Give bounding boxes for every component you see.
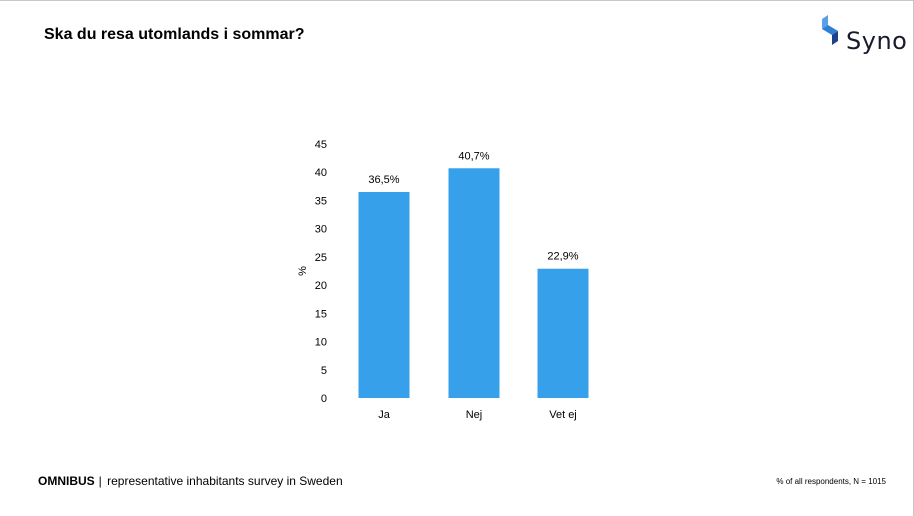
footer-brand: OMNIBUS — [38, 474, 95, 488]
bar — [358, 191, 410, 398]
data-label: 36,5% — [368, 174, 399, 186]
syno-logo: Syno — [818, 15, 907, 57]
y-tick-label: 25 — [315, 252, 327, 264]
y-tick-label: 5 — [321, 365, 327, 377]
y-tick-label: 30 — [315, 224, 327, 236]
footer-description: OMNIBUS | representative inhabitants surv… — [38, 474, 343, 488]
footer-note: % of all respondents, N = 1015 — [776, 477, 886, 486]
footer-separator: | — [98, 474, 102, 488]
logo-text: Syno — [846, 27, 908, 55]
y-tick-label: 0 — [321, 393, 327, 405]
y-tick-label: 15 — [315, 308, 327, 320]
data-label: 22,9% — [547, 251, 578, 263]
bar — [537, 268, 589, 398]
bar — [448, 168, 500, 398]
syno-cube-icon — [822, 15, 838, 45]
y-tick-label: 20 — [315, 280, 327, 292]
chart-title: Ska du resa utomlands i sommar? — [44, 26, 305, 43]
y-tick-label: 45 — [315, 139, 327, 151]
data-label: 40,7% — [458, 150, 489, 162]
x-tick-label: Vet ej — [549, 409, 577, 421]
footer-text: representative inhabitants survey in Swe… — [107, 474, 343, 488]
y-tick-label: 40 — [315, 167, 327, 179]
y-tick-label: 10 — [315, 337, 327, 349]
x-tick-label: Nej — [466, 409, 483, 421]
y-axis-label: % — [297, 266, 309, 276]
y-tick-label: 35 — [315, 195, 327, 207]
x-tick-label: Ja — [378, 409, 391, 421]
